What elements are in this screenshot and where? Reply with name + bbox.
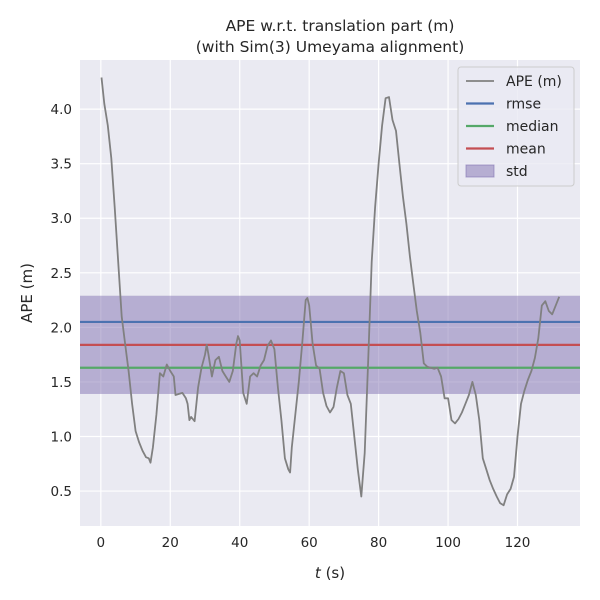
y-tick-label: 4.0 bbox=[51, 102, 72, 118]
y-tick-label: 1.5 bbox=[51, 375, 72, 391]
x-tick-label: 40 bbox=[231, 535, 248, 551]
legend-box bbox=[457, 66, 575, 187]
x-axis-label: t (s) bbox=[315, 564, 345, 582]
series-group bbox=[100, 77, 561, 507]
x-tick-label: 0 bbox=[97, 535, 106, 551]
x-axis-label-var: t bbox=[315, 564, 322, 582]
y-tick-label: 3.5 bbox=[51, 157, 72, 173]
legend: APE (m) rmse median mean std bbox=[457, 66, 575, 187]
chart-subtitle: (with Sim(3) Umeyama alignment) bbox=[196, 38, 465, 56]
y-tick-labels: 0.5 1.0 1.5 2.0 2.5 3.0 3.5 4.0 bbox=[51, 102, 72, 500]
y-tick-label: 3.0 bbox=[51, 211, 72, 227]
legend-label: median bbox=[506, 119, 558, 135]
legend-label: APE (m) bbox=[506, 74, 562, 90]
legend-label: mean bbox=[506, 142, 546, 158]
stat-lines bbox=[80, 320, 580, 369]
chart-title: APE w.r.t. translation part (m) bbox=[226, 17, 455, 35]
legend-label: rmse bbox=[506, 97, 541, 113]
x-tick-label: 60 bbox=[301, 535, 318, 551]
legend-label: std bbox=[506, 164, 528, 180]
ape-series-line bbox=[100, 77, 561, 507]
legend-swatch-std bbox=[465, 164, 495, 178]
y-tick-label: 1.0 bbox=[51, 430, 72, 446]
y-tick-label: 0.5 bbox=[51, 484, 72, 500]
x-tick-label: 120 bbox=[505, 535, 531, 551]
x-tick-label: 20 bbox=[162, 535, 179, 551]
x-tick-label: 80 bbox=[370, 535, 387, 551]
y-tick-label: 2.0 bbox=[51, 320, 72, 336]
x-tick-label: 100 bbox=[435, 535, 461, 551]
x-axis-label-unit: (s) bbox=[321, 564, 345, 582]
x-tick-labels: 0 20 40 60 80 100 120 bbox=[97, 535, 531, 551]
y-axis-label: APE (m) bbox=[18, 263, 36, 323]
y-tick-label: 2.5 bbox=[51, 266, 72, 282]
